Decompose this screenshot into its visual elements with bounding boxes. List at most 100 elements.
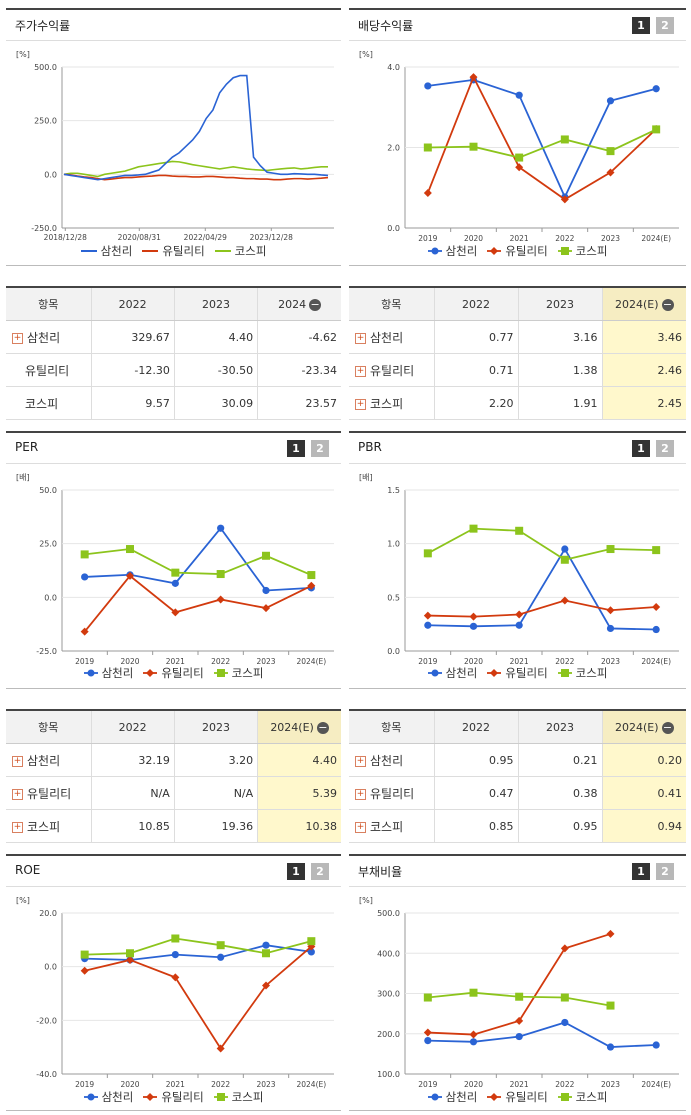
legend-label: 유틸리티 [505, 666, 548, 680]
legend-item[interactable]: 삼천리 [80, 243, 132, 259]
column-header: 2024(E) − [257, 709, 341, 744]
table-cell: 4.40 [257, 743, 341, 777]
data-point [262, 586, 270, 595]
expand-icon[interactable]: + [12, 821, 23, 833]
data-point [171, 568, 180, 577]
collapse-icon[interactable]: − [316, 720, 329, 734]
expand-icon[interactable]: + [12, 755, 23, 767]
pbr-chart: [배] 1.5 1.0 0.5 0.0 2019 2020 2021 2022 2023 2024(… [359, 473, 679, 666]
y-tick-label: 400.0 [377, 949, 400, 958]
table-cell: 0.20 [601, 743, 686, 777]
expand-icon[interactable]: + [12, 788, 23, 800]
legend-label: 유틸리티 [161, 666, 204, 680]
legend-label: 코스피 [231, 1090, 264, 1104]
expand-icon[interactable]: + [355, 332, 366, 344]
legend-item[interactable]: 유틸리티 [143, 1089, 204, 1105]
page-1-button[interactable]: 1 [287, 440, 305, 457]
series-line-samchully [84, 526, 312, 592]
legend-item[interactable]: 유틸리티 [142, 243, 205, 259]
table-row: + 코스피 0.85 0.95 0.94 [349, 809, 686, 843]
page-1-button[interactable]: 1 [632, 440, 650, 457]
y-unit-label: [배] [16, 473, 30, 482]
table-cell: 0.47 [433, 776, 518, 810]
legend-item[interactable]: 코스피 [213, 665, 263, 681]
column-header-label: 2022 [118, 297, 147, 311]
page-1-button[interactable]: 1 [632, 863, 650, 880]
legend-marker [431, 247, 439, 255]
legend-item[interactable]: 유틸리티 [487, 1089, 548, 1105]
data-point [606, 929, 615, 938]
x-tick-label: 2020 [464, 1080, 483, 1089]
page-2-button[interactable]: 2 [311, 863, 329, 880]
legend-item[interactable]: 코스피 [214, 243, 266, 259]
x-tick-label: 2020 [120, 1080, 139, 1089]
table-row: 유틸리티 -12.30 -30.50 -23.34 [6, 353, 341, 387]
x-tick-label: 2019 [418, 657, 437, 666]
legend-marker [431, 669, 439, 677]
data-point [561, 545, 569, 553]
data-point [217, 953, 225, 961]
legend-label: 삼천리 [445, 1090, 478, 1104]
legend-item[interactable]: 삼천리 [427, 243, 477, 259]
legend-item[interactable]: 코스피 [557, 1089, 607, 1105]
data-point [307, 571, 316, 580]
expand-icon[interactable]: + [355, 788, 366, 800]
collapse-icon[interactable]: − [661, 297, 674, 311]
row-label-cell: + 유틸리티 [349, 776, 434, 810]
legend-item[interactable]: 삼천리 [83, 665, 133, 681]
data-point [652, 1041, 660, 1049]
data-point [560, 993, 569, 1002]
row-label-cell: + 삼천리 [6, 320, 91, 354]
data-point [262, 551, 270, 560]
legend-item[interactable]: 코스피 [557, 665, 607, 681]
expand-icon[interactable]: + [355, 398, 366, 410]
expand-icon[interactable]: + [355, 821, 366, 833]
y-tick-label: 4.0 [387, 63, 400, 72]
legend-item[interactable]: 삼천리 [427, 665, 477, 681]
data-point [126, 545, 134, 554]
table-cell: 1.91 [517, 386, 602, 420]
page-1-button[interactable]: 1 [287, 863, 305, 880]
chart-pager: 1 2 [287, 863, 329, 880]
legend-item[interactable]: 유틸리티 [143, 665, 204, 681]
column-header-label: 2022 [462, 297, 490, 311]
x-tick-label: 2024(E) [641, 1080, 671, 1089]
x-tick-label: 2023 [256, 657, 275, 666]
page-2-button[interactable]: 2 [656, 863, 674, 880]
legend-item[interactable]: 코스피 [213, 1089, 264, 1105]
data-point [515, 91, 523, 99]
page-2-button[interactable]: 2 [656, 440, 674, 457]
page-2-button[interactable]: 2 [656, 17, 674, 34]
page-1-button[interactable]: 1 [632, 17, 650, 34]
column-header: 2024− [257, 286, 341, 321]
data-point [262, 941, 270, 949]
y-tick-label: 500.0 [34, 63, 57, 72]
legend-item[interactable]: 유틸리티 [487, 243, 548, 259]
data-point [515, 610, 524, 619]
legend-item[interactable]: 삼천리 [427, 1089, 478, 1105]
data-point [561, 1018, 569, 1027]
column-header-label: 2023 [546, 297, 574, 311]
expand-icon[interactable]: + [355, 755, 366, 767]
legend-swatch [557, 669, 572, 677]
expand-icon[interactable]: + [12, 332, 23, 344]
panel-title: PER [15, 440, 39, 454]
legend-item[interactable]: 유틸리티 [487, 665, 548, 681]
legend-swatch [427, 669, 442, 677]
chart-legend: 삼천리 유틸리티 코스피 [349, 1089, 686, 1105]
x-tick-label: 2019 [75, 657, 94, 666]
row-label: 삼천리 [370, 753, 404, 768]
expand-icon[interactable]: + [355, 365, 366, 377]
row-label: 유틸리티 [25, 363, 70, 378]
page-2-button[interactable]: 2 [311, 440, 329, 457]
collapse-icon[interactable]: − [661, 720, 674, 734]
legend-item[interactable]: 삼천리 [83, 1089, 133, 1105]
table-header-row: 항목 2022 2023 2024(E) − [349, 286, 686, 321]
table-row: + 코스피 2.20 1.91 2.45 [349, 386, 686, 420]
legend-item[interactable]: 코스피 [557, 243, 607, 259]
column-header-label: 항목 [381, 298, 402, 311]
data-point [469, 1030, 478, 1039]
collapse-icon[interactable]: − [309, 297, 322, 311]
row-label-cell: + 유틸리티 [349, 353, 434, 387]
legend-marker [560, 669, 569, 677]
